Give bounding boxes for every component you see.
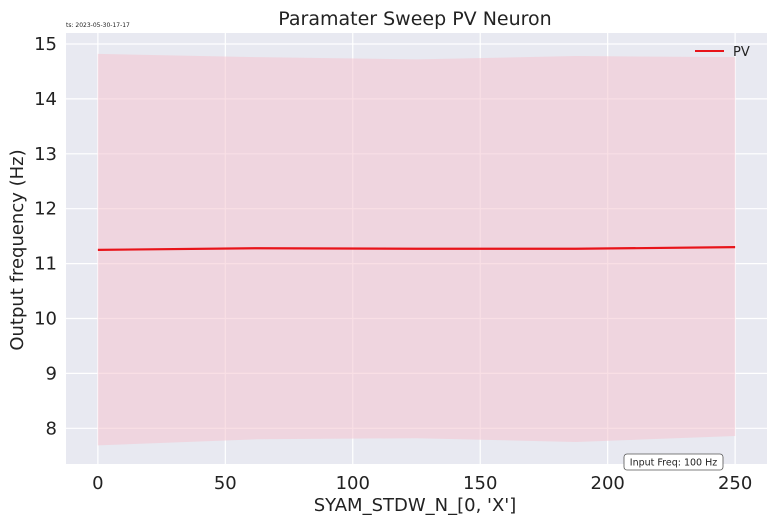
annotation-box [623, 453, 724, 471]
legend: PV [695, 45, 750, 60]
annotation-text: Input Freq: 100 Hz [630, 458, 717, 469]
chart-title: Paramater Sweep PV Neuron [278, 8, 551, 30]
y-tick-label: 15 [34, 34, 57, 55]
tick-labels: 0 50 100 150 200 250 8 9 10 11 12 13 14 15 [34, 34, 752, 494]
y-tick-label: 8 [46, 418, 57, 439]
x-tick-label: 250 [718, 473, 752, 494]
y-tick-label: 10 [34, 309, 57, 330]
x-tick-label: 50 [214, 473, 237, 494]
timestamp: ts: 2023-05-30-17-17 [66, 22, 130, 29]
y-axis-label: Output frequency (Hz) [7, 149, 28, 350]
input-freq-annotation: Input Freq: 100 Hz [623, 453, 724, 471]
y-tick-label: 14 [34, 89, 57, 110]
legend-label-pv: PV [733, 45, 750, 60]
x-tick-label: 150 [463, 473, 497, 494]
x-axis-label: SYAM_STDW_N_[0, 'X'] [314, 495, 517, 516]
y-tick-label: 11 [34, 254, 57, 275]
series-line-layer [97, 246, 736, 251]
y-tick-label: 9 [46, 363, 57, 384]
x-tick-label: 100 [336, 473, 370, 494]
y-tick-label: 12 [34, 199, 57, 220]
y-tick-label: 13 [34, 144, 57, 165]
series-line-pv [97, 246, 736, 251]
x-tick-label: 0 [92, 473, 103, 494]
x-tick-label: 200 [591, 473, 625, 494]
